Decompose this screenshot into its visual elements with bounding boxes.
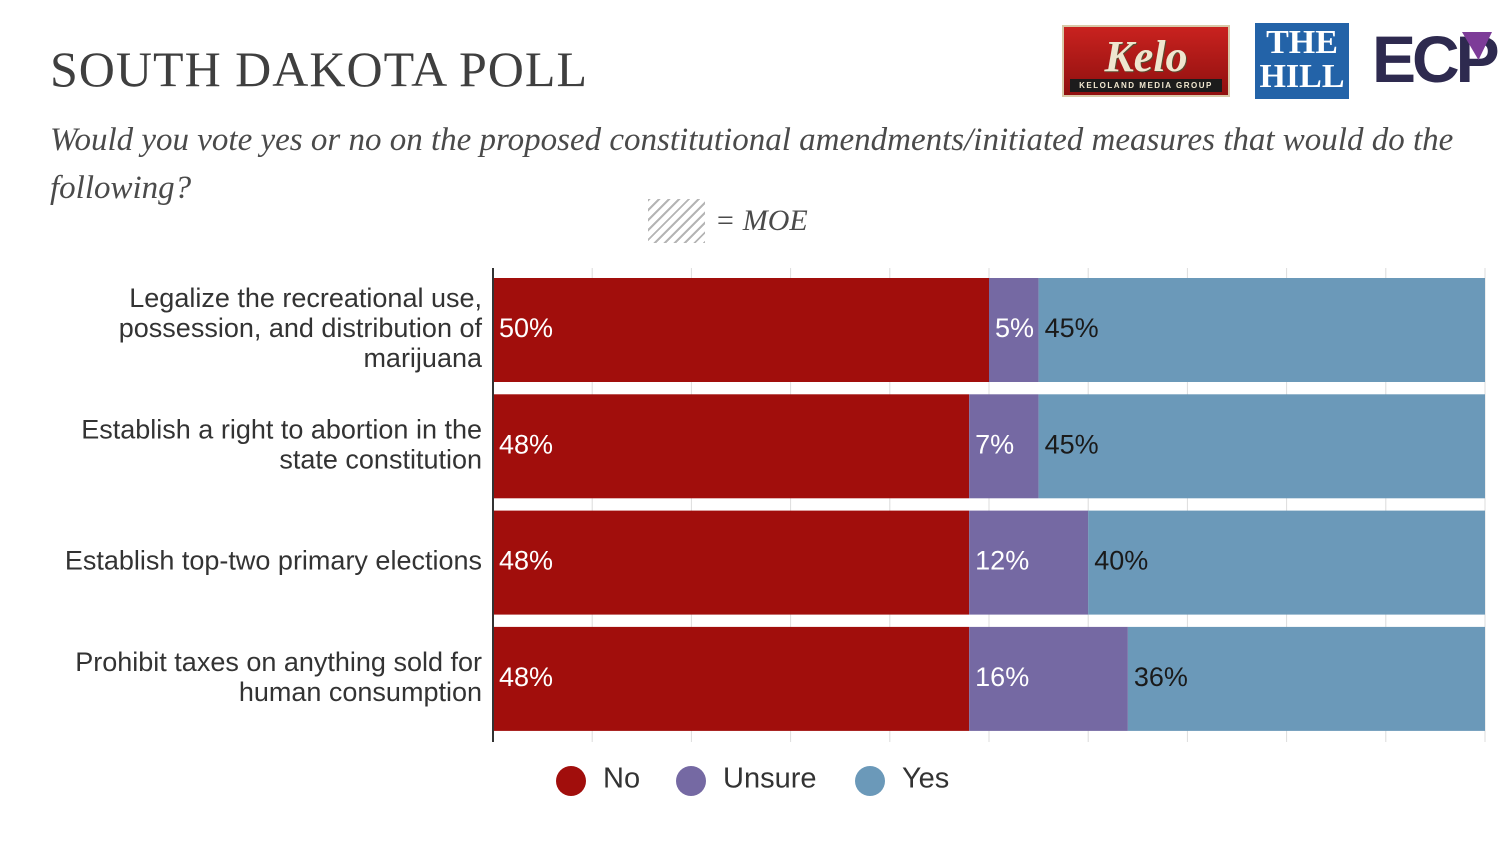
page-title: SOUTH DAKOTA POLL bbox=[50, 41, 588, 97]
moe-hatch-swatch bbox=[648, 199, 705, 243]
category-label-line: state constitution bbox=[279, 444, 482, 474]
legend-marker-unsure bbox=[676, 766, 706, 796]
bar-no-1 bbox=[493, 394, 970, 499]
value-label-yes-3: 36% bbox=[1134, 662, 1188, 692]
the-hill-logo-line1: THE bbox=[1266, 24, 1338, 61]
bar-yes-2 bbox=[1088, 510, 1485, 615]
category-label-line: Prohibit taxes on anything sold for bbox=[75, 647, 482, 677]
bar-yes-0 bbox=[1038, 278, 1485, 382]
kelo-logo-word: Kelo bbox=[1104, 32, 1188, 81]
category-label-line: possession, and distribution of bbox=[119, 313, 483, 343]
value-label-unsure-0: 5% bbox=[995, 313, 1034, 343]
legend-label-unsure: Unsure bbox=[723, 763, 817, 795]
value-label-no-3: 48% bbox=[499, 662, 553, 692]
category-label-1: Establish a right to abortion in the stat… bbox=[81, 414, 482, 474]
moe-label: = MOE bbox=[715, 204, 808, 237]
bar-no-2 bbox=[493, 510, 970, 615]
category-label-line: human consumption bbox=[239, 677, 482, 707]
the-hill-logo: THE HILL bbox=[1255, 23, 1349, 99]
moe-legend: = MOE bbox=[648, 198, 808, 244]
kelo-logo-tagline: KELOLAND MEDIA GROUP bbox=[1070, 79, 1222, 92]
category-label-line: Establish a right to abortion in the bbox=[81, 414, 482, 444]
bar-unsure-1 bbox=[969, 394, 1039, 499]
bars bbox=[492, 268, 1485, 742]
chart-legend: No Unsure Yes bbox=[556, 763, 949, 796]
category-label-2: Establish top-two primary elections bbox=[65, 546, 482, 576]
value-label-unsure-3: 16% bbox=[975, 662, 1029, 692]
legend-marker-no bbox=[556, 766, 586, 796]
legend-marker-yes bbox=[855, 766, 885, 796]
value-label-yes-2: 40% bbox=[1094, 546, 1148, 576]
category-label-line: marijuana bbox=[363, 343, 483, 373]
category-label-line: Legalize the recreational use, bbox=[129, 283, 482, 313]
kelo-logo: Kelo KELOLAND MEDIA GROUP bbox=[1062, 25, 1230, 97]
poll-question: Would you vote yes or no on the proposed… bbox=[50, 122, 1454, 206]
category-label-0: Legalize the recreational use, possession… bbox=[119, 283, 483, 373]
value-label-unsure-1: 7% bbox=[975, 429, 1014, 459]
ecp-logo: ECP bbox=[1372, 24, 1500, 94]
value-label-unsure-2: 12% bbox=[975, 546, 1029, 576]
legend-label-yes: Yes bbox=[902, 763, 949, 795]
value-label-yes-0: 45% bbox=[1045, 313, 1099, 343]
bar-unsure-0 bbox=[989, 278, 1039, 382]
bar-unsure-2 bbox=[969, 510, 1089, 615]
bar-yes-3 bbox=[1127, 626, 1485, 731]
value-label-no-0: 50% bbox=[499, 313, 553, 343]
bar-yes-1 bbox=[1038, 394, 1485, 499]
bar-no-3 bbox=[493, 626, 970, 731]
value-label-no-2: 48% bbox=[499, 546, 553, 576]
bar-unsure-3 bbox=[969, 626, 1128, 731]
value-label-yes-1: 45% bbox=[1045, 429, 1099, 459]
bar-no-0 bbox=[493, 278, 989, 382]
category-label-3: Prohibit taxes on anything sold for human… bbox=[75, 647, 482, 707]
the-hill-logo-line2: HILL bbox=[1259, 58, 1345, 95]
legend-label-no: No bbox=[603, 763, 640, 795]
labels: 50% 5% 45% Legalize the recreational use, po… bbox=[65, 283, 1188, 707]
category-label-line: Establish top-two primary elections bbox=[65, 546, 482, 576]
value-label-no-1: 48% bbox=[499, 429, 553, 459]
